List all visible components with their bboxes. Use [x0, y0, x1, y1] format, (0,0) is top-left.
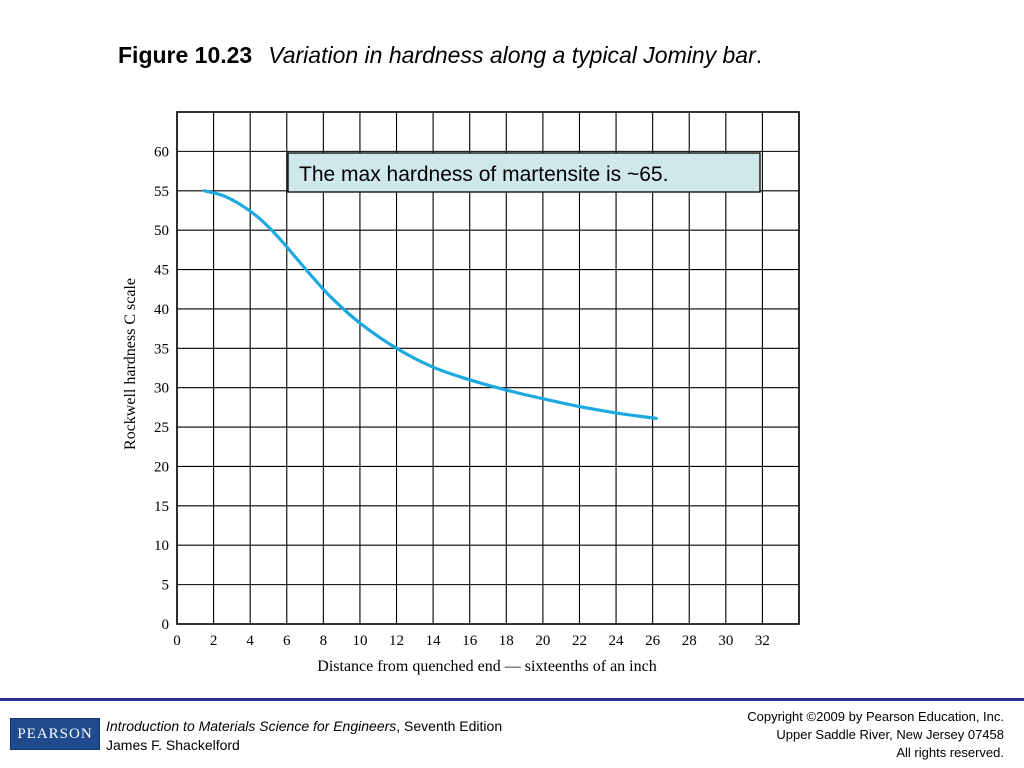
y-tick-label: 30 [154, 381, 169, 397]
x-tick-label: 30 [718, 633, 733, 649]
y-tick-labels: 0 5 10 15 20 25 30 35 40 45 50 55 60 [154, 144, 169, 633]
logo-text: PEARSON [17, 725, 93, 742]
y-tick-label: 10 [154, 538, 169, 554]
figure-title: Figure 10.23 Variation in hardness along … [118, 42, 762, 69]
x-tick-label: 14 [426, 633, 442, 649]
y-tick-label: 20 [154, 459, 169, 475]
figure-number: Figure 10.23 [118, 42, 253, 68]
copyright-line-1: Copyright ©2009 by Pearson Education, In… [747, 709, 1004, 724]
hardness-curve [202, 189, 658, 421]
y-tick-label: 25 [154, 420, 169, 436]
plot-frame [176, 111, 800, 625]
x-tick-label: 10 [352, 633, 367, 649]
x-tick-label: 24 [609, 633, 625, 649]
x-tick-label: 6 [283, 633, 291, 649]
x-tick-labels: 0 2 4 6 8 10 12 14 16 18 20 22 24 26 28 30 32 [173, 633, 770, 649]
y-tick-label: 45 [154, 263, 169, 279]
book-edition: , Seventh Edition [396, 718, 503, 734]
x-tick-label: 0 [173, 633, 181, 649]
annotation-box [287, 152, 761, 193]
book-info: Introduction to Materials Science for En… [106, 717, 502, 755]
figure-caption: Variation in hardness along a typical Jo… [268, 42, 756, 68]
y-tick-label: 0 [162, 617, 170, 633]
copyright-notice: Copyright ©2009 by Pearson Education, In… [747, 708, 1004, 762]
x-tick-label: 16 [462, 633, 478, 649]
y-axis-label: Rockwell hardness C scale [122, 278, 139, 450]
x-tick-label: 26 [645, 633, 661, 649]
y-tick-label: 5 [162, 578, 170, 594]
pearson-logo: PEARSON [10, 718, 100, 750]
x-tick-label: 32 [755, 633, 770, 649]
x-tick-label: 4 [246, 633, 254, 649]
x-tick-label: 22 [572, 633, 587, 649]
series-layer [202, 189, 658, 421]
y-tick-label: 55 [154, 184, 169, 200]
x-tick-label: 12 [389, 633, 404, 649]
copyright-line-3: All rights reserved. [896, 745, 1004, 760]
annotation: The max hardness of martensite is ~65. [287, 152, 761, 193]
x-tick-label: 2 [210, 633, 218, 649]
figure-caption-period: . [755, 42, 763, 68]
book-author: James F. Shackelford [106, 737, 240, 753]
y-tick-label: 50 [154, 223, 169, 239]
x-tick-label: 18 [499, 633, 514, 649]
copyright-line-2: Upper Saddle River, New Jersey 07458 [776, 727, 1004, 742]
x-axis-label: Distance from quenched end — sixteenths … [317, 658, 656, 675]
y-tick-label: 35 [154, 341, 169, 357]
x-tick-label: 28 [682, 633, 697, 649]
x-tick-label: 8 [320, 633, 328, 649]
book-title: Introduction to Materials Science for En… [106, 718, 397, 734]
x-tick-label: 20 [535, 633, 550, 649]
annotation-text: The max hardness of martensite is ~65. [299, 163, 668, 186]
y-tick-label: 60 [154, 144, 169, 160]
footer-rule [0, 698, 1024, 701]
y-tick-label: 15 [154, 499, 169, 515]
y-tick-label: 40 [154, 302, 169, 318]
